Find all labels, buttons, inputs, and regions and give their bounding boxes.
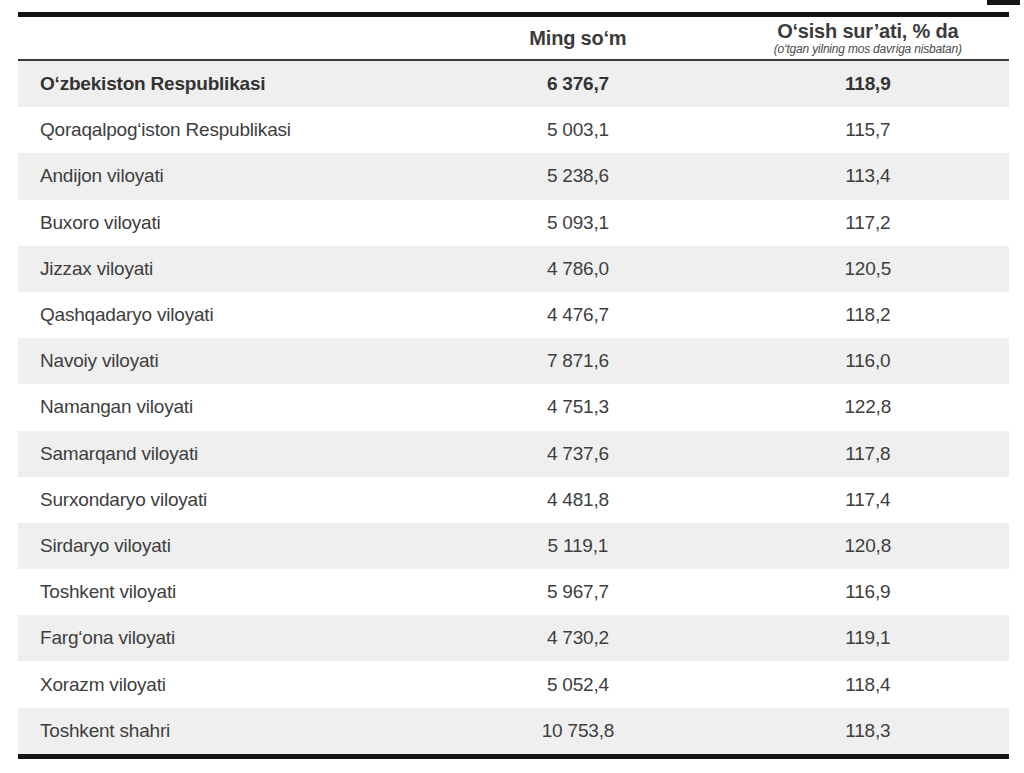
region-cell: Namangan viloyati [18,396,429,418]
ming-som-cell: 10 753,8 [429,720,726,742]
table-row: Buxoro viloyati 5 093,1 117,2 [18,200,1009,246]
table-row: Surxondaryo viloyati 4 481,8 117,4 [18,477,1009,523]
ming-som-cell: 5 119,1 [429,535,726,557]
region-cell: Navoiy viloyati [18,350,429,372]
table-row: Navoiy viloyati 7 871,6 116,0 [18,338,1009,384]
table-header-row: Ming so‘m O‘sish sur’ati, % da (o‘tgan y… [18,17,1009,61]
ming-som-cell: 5 003,1 [429,119,726,141]
region-cell: Buxoro viloyati [18,212,429,234]
region-cell: Surxondaryo viloyati [18,489,429,511]
region-cell: Samarqand viloyati [18,443,429,465]
region-cell: Jizzax viloyati [18,258,429,280]
table-row: Toshkent viloyati 5 967,7 116,9 [18,569,1009,615]
table-row: Sirdaryo viloyati 5 119,1 120,8 [18,523,1009,569]
ming-som-cell: 4 786,0 [429,258,726,280]
growth-cell: 116,9 [727,581,1009,603]
ming-som-cell: 5 238,6 [429,165,726,187]
ming-som-cell: 5 093,1 [429,212,726,234]
growth-cell: 122,8 [727,396,1009,418]
region-cell: Qoraqalpog‘iston Respublikasi [18,119,429,141]
table-row: Toshkent shahri 10 753,8 118,3 [18,708,1009,754]
table-row: Samarqand viloyati 4 737,6 117,8 [18,431,1009,477]
ming-som-cell: 4 481,8 [429,489,726,511]
ming-som-cell: 7 871,6 [429,350,726,372]
regional-statistics-table: Ming so‘m O‘sish sur’ati, % da (o‘tgan y… [18,12,1009,759]
region-cell: Xorazm viloyati [18,674,429,696]
growth-cell: 118,4 [727,674,1009,696]
table-row: Xorazm viloyati 5 052,4 118,4 [18,661,1009,707]
ming-som-cell: 4 751,3 [429,396,726,418]
table-row: Qoraqalpog‘iston Respublikasi 5 003,1 11… [18,107,1009,153]
region-cell: Toshkent viloyati [18,581,429,603]
table-row: Jizzax viloyati 4 786,0 120,5 [18,246,1009,292]
growth-cell: 113,4 [727,165,1009,187]
growth-cell: 118,3 [727,720,1009,742]
growth-header-sublabel: (o‘tgan yilning mos davriga nisbatan) [727,43,1009,57]
column-header-growth: O‘sish sur’ati, % da (o‘tgan yilning mos… [727,20,1009,57]
table-row: Farg‘ona viloyati 4 730,2 119,1 [18,615,1009,661]
table-row: O‘zbekiston Respublikasi 6 376,7 118,9 [18,61,1009,107]
ming-som-cell: 4 737,6 [429,443,726,465]
growth-cell: 120,5 [727,258,1009,280]
region-cell: Qashqadaryo viloyati [18,304,429,326]
table-body: O‘zbekiston Respublikasi 6 376,7 118,9 Q… [18,61,1009,754]
growth-cell: 117,2 [727,212,1009,234]
ming-som-cell: 5 967,7 [429,581,726,603]
ming-som-cell: 4 730,2 [429,627,726,649]
region-cell: Andijon viloyati [18,165,429,187]
ming-som-cell: 6 376,7 [429,73,726,95]
table-row: Andijon viloyati 5 238,6 113,4 [18,153,1009,199]
growth-cell: 120,8 [727,535,1009,557]
ming-som-cell: 4 476,7 [429,304,726,326]
table-bottom-rule [18,754,1009,759]
table-row: Qashqadaryo viloyati 4 476,7 118,2 [18,292,1009,338]
column-header-ming-som: Ming so‘m [429,27,726,49]
ming-som-cell: 5 052,4 [429,674,726,696]
region-cell: O‘zbekiston Respublikasi [18,73,429,95]
growth-header-label: O‘sish sur’ati, % da [727,20,1009,42]
table-row: Namangan viloyati 4 751,3 122,8 [18,384,1009,430]
region-cell: Sirdaryo viloyati [18,535,429,557]
growth-cell: 118,9 [727,73,1009,95]
page-edge-fragment [987,0,1020,5]
region-cell: Toshkent shahri [18,720,429,742]
growth-cell: 117,4 [727,489,1009,511]
growth-cell: 115,7 [727,119,1009,141]
growth-cell: 117,8 [727,443,1009,465]
growth-cell: 118,2 [727,304,1009,326]
growth-cell: 119,1 [727,627,1009,649]
growth-cell: 116,0 [727,350,1009,372]
region-cell: Farg‘ona viloyati [18,627,429,649]
